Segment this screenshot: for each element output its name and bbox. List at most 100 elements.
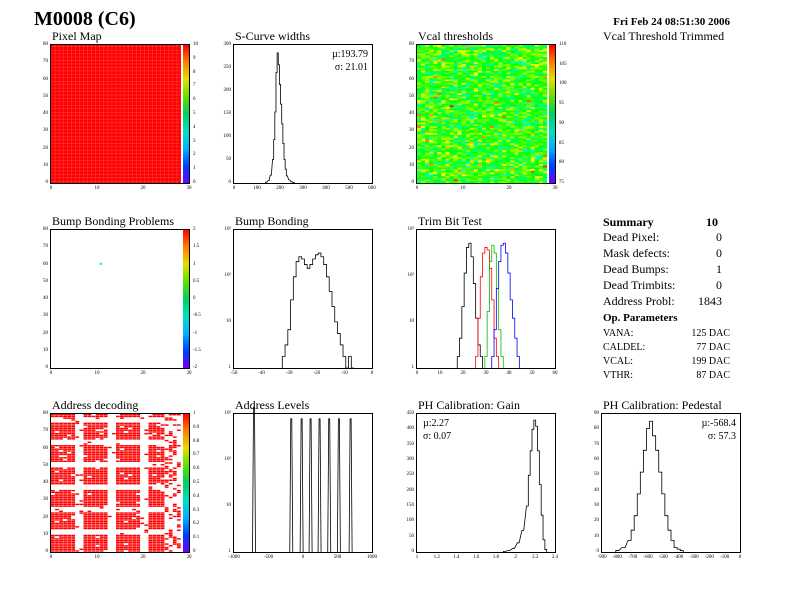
heatmap-cell xyxy=(437,136,442,139)
heatmap-cell xyxy=(530,162,536,165)
heatmap-cell xyxy=(55,474,59,476)
heatmap-cell xyxy=(494,122,499,125)
heatmap-cell xyxy=(494,46,499,49)
heatmap-cell xyxy=(51,445,55,447)
heatmap-cell xyxy=(103,548,108,550)
heatmap-cell xyxy=(494,93,499,96)
heatmap-cell xyxy=(160,483,165,485)
heatmap-cell xyxy=(429,91,434,94)
heatmap-cell xyxy=(457,69,462,72)
z-tick-label: 0.5 xyxy=(193,278,200,284)
heatmap-cell xyxy=(132,453,137,456)
heatmap-cell xyxy=(506,82,511,85)
heatmap-cell xyxy=(542,136,548,139)
heatmap-cell xyxy=(498,155,503,158)
heatmap-cell xyxy=(518,127,523,130)
heatmap-cell xyxy=(465,176,471,179)
heatmap-cell xyxy=(453,169,458,172)
heatmap-cell xyxy=(136,539,141,542)
heatmap-cell xyxy=(453,67,458,70)
z-tick-label: 110 xyxy=(559,42,567,47)
heatmap-cell xyxy=(63,470,67,473)
heatmap-cell xyxy=(514,157,519,160)
heatmap-cell xyxy=(152,467,157,469)
heatmap-cell xyxy=(538,164,544,166)
z-tick-label: 10 xyxy=(193,42,198,47)
heatmap-cell xyxy=(449,48,454,51)
heatmap-cell xyxy=(116,534,120,537)
heatmap-cell xyxy=(437,158,442,161)
heatmap-cell xyxy=(99,415,104,418)
heatmap-cell xyxy=(116,460,120,462)
heatmap-cell xyxy=(95,496,100,499)
heatmap-cell xyxy=(124,505,128,507)
heatmap-cell xyxy=(538,126,544,128)
heatmap-cell xyxy=(99,520,104,523)
heatmap-cell xyxy=(441,67,446,70)
heatmap-cell xyxy=(429,155,434,158)
heatmap-cell xyxy=(510,114,515,116)
heatmap-cell xyxy=(148,515,153,518)
heatmap-cell xyxy=(437,60,442,63)
heatmap-cell xyxy=(530,177,536,180)
heatmap-cell xyxy=(498,72,503,75)
heatmap-cell xyxy=(124,496,128,499)
x-tick-label: 10 xyxy=(94,555,100,560)
heatmap-cell xyxy=(542,81,548,84)
heatmap-cell xyxy=(116,546,120,549)
heatmap-cell xyxy=(510,62,515,65)
heatmap-cell xyxy=(534,114,540,116)
heatmap-cell xyxy=(469,174,475,177)
heatmap-cell xyxy=(429,93,434,96)
heatmap-cell xyxy=(176,445,181,447)
heatmap-cell xyxy=(71,436,76,438)
heatmap-cell xyxy=(95,493,100,495)
y-tick-label: 80 xyxy=(409,42,414,47)
scurve-plot: µ:193.79 σ: 21.01 0 100 200 300 400 500 600 0 50… xyxy=(224,42,376,191)
heatmap-cell xyxy=(51,500,55,502)
heatmap-cell xyxy=(498,124,503,127)
heatmap-cell xyxy=(95,548,100,550)
heatmap-cell xyxy=(457,162,462,165)
heatmap-cell xyxy=(510,45,515,47)
heatmap-cell xyxy=(71,432,76,435)
heatmap-cell xyxy=(417,51,422,54)
heatmap-cell xyxy=(63,505,67,507)
heatmap-cell xyxy=(437,148,442,151)
heatmap-cell xyxy=(530,151,536,154)
heatmap-cell xyxy=(530,45,536,47)
heatmap-cell xyxy=(120,424,124,426)
heatmap-cell xyxy=(453,165,458,168)
heatmap-cell xyxy=(421,70,426,73)
heatmap-cell xyxy=(168,450,173,452)
heatmap-cell xyxy=(136,536,141,538)
heatmap-cell xyxy=(63,415,67,418)
heatmap-cell xyxy=(498,93,503,96)
heatmap-cell xyxy=(538,108,544,111)
heatmap-cell xyxy=(433,174,438,177)
heatmap-cell xyxy=(417,67,422,70)
ph-gain-plot: µ:2.27 σ: 0.07 1 1.2 1.4 1.6 1.8 2 2.2 2.4 0 50 10… xyxy=(407,411,559,560)
heatmap-cell xyxy=(506,129,511,132)
heatmap-cell xyxy=(502,124,507,127)
heatmap-cell xyxy=(449,120,454,123)
heatmap-cell xyxy=(457,60,462,63)
heatmap-cell xyxy=(87,477,92,480)
heatmap-cell xyxy=(164,543,169,545)
heatmap-cell xyxy=(522,148,527,151)
heatmap-cell xyxy=(132,434,137,437)
heatmap-cell xyxy=(542,165,548,168)
heatmap-cell xyxy=(128,453,132,456)
heatmap-cell xyxy=(128,451,132,454)
heatmap-cell xyxy=(457,62,462,65)
heatmap-cell xyxy=(518,136,523,139)
heatmap-cell xyxy=(421,148,426,151)
heatmap-cell xyxy=(99,455,104,457)
heatmap-cell xyxy=(437,174,442,177)
y-tick-label: 40 xyxy=(594,487,599,493)
heatmap-cell xyxy=(441,126,446,128)
heatmap-cell xyxy=(63,472,67,475)
heatmap-cell xyxy=(103,422,108,425)
heatmap-cell xyxy=(510,81,515,84)
heatmap-cell xyxy=(176,546,181,549)
